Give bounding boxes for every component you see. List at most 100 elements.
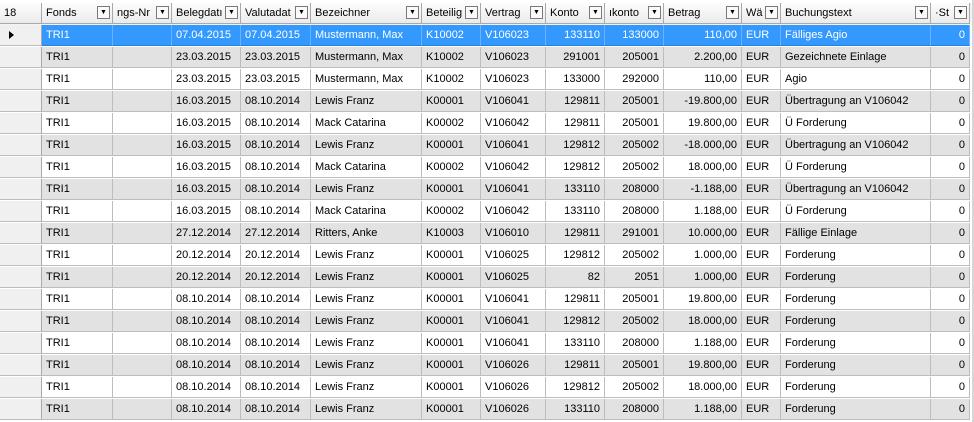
dropdown-arrow-icon[interactable]: ▼ (530, 6, 543, 19)
table-row[interactable]: TRI1 23.03.2015 23.03.2015 Mustermann, Max K… (0, 69, 974, 91)
cell-betrag[interactable]: 18.000,00 (664, 157, 742, 178)
column-header-valutadatum[interactable]: Valutadat ▼ (241, 3, 311, 24)
cell-betrag[interactable]: 2.200,00 (664, 47, 742, 68)
cell-storno[interactable]: 0 (931, 69, 970, 90)
row-selector[interactable] (0, 333, 42, 354)
cell-waehrung[interactable]: EUR (742, 355, 781, 376)
cell-beteiligung[interactable]: K00001 (422, 135, 481, 156)
cell-storno[interactable]: 0 (931, 289, 970, 310)
table-row[interactable]: TRI1 16.03.2015 08.10.2014 Lewis Franz K0000… (0, 135, 974, 157)
dropdown-arrow-icon[interactable]: ▼ (765, 6, 778, 19)
cell-bezeichner[interactable]: Lewis Franz (311, 289, 422, 310)
table-row[interactable]: TRI1 16.03.2015 08.10.2014 Lewis Franz K0000… (0, 91, 974, 113)
cell-konto[interactable]: 129811 (546, 91, 605, 112)
column-header-storno[interactable]: ·St ▼ (931, 3, 970, 24)
dropdown-arrow-icon[interactable]: ▼ (295, 6, 308, 19)
cell-buchungstext[interactable]: Forderung (781, 333, 931, 354)
table-row[interactable]: TRI1 08.10.2014 08.10.2014 Lewis Franz K0000… (0, 399, 974, 421)
cell-fonds[interactable]: TRI1 (42, 399, 113, 420)
cell-waehrung[interactable]: EUR (742, 113, 781, 134)
cell-buchungstext[interactable]: Ü Forderung (781, 113, 931, 134)
cell-buchungsnr[interactable] (113, 267, 172, 288)
cell-gegenkonto[interactable]: 205001 (605, 91, 664, 112)
cell-valutadatum[interactable]: 08.10.2014 (241, 179, 311, 200)
row-selector[interactable] (0, 245, 42, 266)
cell-betrag[interactable]: -18.000,00 (664, 135, 742, 156)
cell-waehrung[interactable]: EUR (742, 157, 781, 178)
cell-betrag[interactable]: -19.800,00 (664, 91, 742, 112)
cell-beteiligung[interactable]: K00001 (422, 245, 481, 266)
column-header-konto[interactable]: Konto ▼ (546, 3, 605, 24)
cell-beteiligung[interactable]: K00001 (422, 377, 481, 398)
dropdown-arrow-icon[interactable]: ▼ (225, 6, 238, 19)
dropdown-arrow-icon[interactable]: ▼ (97, 6, 110, 19)
cell-bezeichner[interactable]: Mack Catarina (311, 113, 422, 134)
row-selector[interactable] (0, 223, 42, 244)
cell-betrag[interactable]: 19.800,00 (664, 289, 742, 310)
cell-fonds[interactable]: TRI1 (42, 69, 113, 90)
cell-fonds[interactable]: TRI1 (42, 113, 113, 134)
cell-belegdatum[interactable]: 08.10.2014 (172, 311, 241, 332)
cell-buchungsnr[interactable] (113, 399, 172, 420)
cell-gegenkonto[interactable]: 208000 (605, 201, 664, 222)
cell-vertrag[interactable]: V106023 (481, 69, 546, 90)
cell-beteiligung[interactable]: K00001 (422, 355, 481, 376)
cell-gegenkonto[interactable]: 205002 (605, 157, 664, 178)
cell-storno[interactable]: 0 (931, 311, 970, 332)
table-row[interactable]: TRI1 07.04.2015 07.04.2015 Mustermann, Max K… (0, 25, 974, 47)
cell-buchungsnr[interactable] (113, 179, 172, 200)
cell-betrag[interactable]: 10.000,00 (664, 223, 742, 244)
cell-vertrag[interactable]: V106025 (481, 245, 546, 266)
cell-valutadatum[interactable]: 08.10.2014 (241, 113, 311, 134)
cell-vertrag[interactable]: V106023 (481, 47, 546, 68)
cell-betrag[interactable]: 18.000,00 (664, 311, 742, 332)
cell-buchungstext[interactable]: Ü Forderung (781, 201, 931, 222)
cell-bezeichner[interactable]: Lewis Franz (311, 355, 422, 376)
cell-belegdatum[interactable]: 16.03.2015 (172, 135, 241, 156)
cell-fonds[interactable]: TRI1 (42, 47, 113, 68)
cell-waehrung[interactable]: EUR (742, 399, 781, 420)
cell-betrag[interactable]: 1.000,00 (664, 267, 742, 288)
cell-gegenkonto[interactable]: 205002 (605, 245, 664, 266)
cell-gegenkonto[interactable]: 133000 (605, 25, 664, 46)
table-row[interactable]: TRI1 20.12.2014 20.12.2014 Lewis Franz K0000… (0, 245, 974, 267)
cell-belegdatum[interactable]: 16.03.2015 (172, 157, 241, 178)
cell-waehrung[interactable]: EUR (742, 267, 781, 288)
cell-valutadatum[interactable]: 08.10.2014 (241, 289, 311, 310)
cell-valutadatum[interactable]: 08.10.2014 (241, 135, 311, 156)
cell-vertrag[interactable]: V106010 (481, 223, 546, 244)
cell-vertrag[interactable]: V106026 (481, 355, 546, 376)
cell-gegenkonto[interactable]: 208000 (605, 333, 664, 354)
cell-vertrag[interactable]: V106023 (481, 25, 546, 46)
cell-valutadatum[interactable]: 08.10.2014 (241, 399, 311, 420)
cell-valutadatum[interactable]: 20.12.2014 (241, 245, 311, 266)
cell-belegdatum[interactable]: 20.12.2014 (172, 245, 241, 266)
column-header-belegdatum[interactable]: Belegdatı ▼ (172, 3, 241, 24)
dropdown-arrow-icon[interactable]: ▼ (406, 6, 419, 19)
cell-vertrag[interactable]: V106041 (481, 311, 546, 332)
cell-buchungsnr[interactable] (113, 69, 172, 90)
cell-fonds[interactable]: TRI1 (42, 201, 113, 222)
cell-buchungstext[interactable]: Übertragung an V106042 (781, 179, 931, 200)
cell-gegenkonto[interactable]: 2051 (605, 267, 664, 288)
dropdown-arrow-icon[interactable]: ▼ (156, 6, 169, 19)
cell-storno[interactable]: 0 (931, 355, 970, 376)
cell-buchungstext[interactable]: Forderung (781, 289, 931, 310)
cell-bezeichner[interactable]: Lewis Franz (311, 399, 422, 420)
cell-waehrung[interactable]: EUR (742, 135, 781, 156)
table-row[interactable]: TRI1 27.12.2014 27.12.2014 Ritters, Anke K10… (0, 223, 974, 245)
cell-bezeichner[interactable]: Lewis Franz (311, 377, 422, 398)
row-selector[interactable] (0, 179, 42, 200)
cell-konto[interactable]: 291001 (546, 47, 605, 68)
cell-bezeichner[interactable]: Lewis Franz (311, 179, 422, 200)
cell-belegdatum[interactable]: 07.04.2015 (172, 25, 241, 46)
cell-belegdatum[interactable]: 23.03.2015 (172, 47, 241, 68)
cell-buchungstext[interactable]: Ü Forderung (781, 157, 931, 178)
row-selector[interactable] (0, 355, 42, 376)
cell-vertrag[interactable]: V106025 (481, 267, 546, 288)
cell-storno[interactable]: 0 (931, 157, 970, 178)
cell-gegenkonto[interactable]: 205002 (605, 311, 664, 332)
cell-buchungsnr[interactable] (113, 91, 172, 112)
cell-belegdatum[interactable]: 20.12.2014 (172, 267, 241, 288)
cell-fonds[interactable]: TRI1 (42, 333, 113, 354)
